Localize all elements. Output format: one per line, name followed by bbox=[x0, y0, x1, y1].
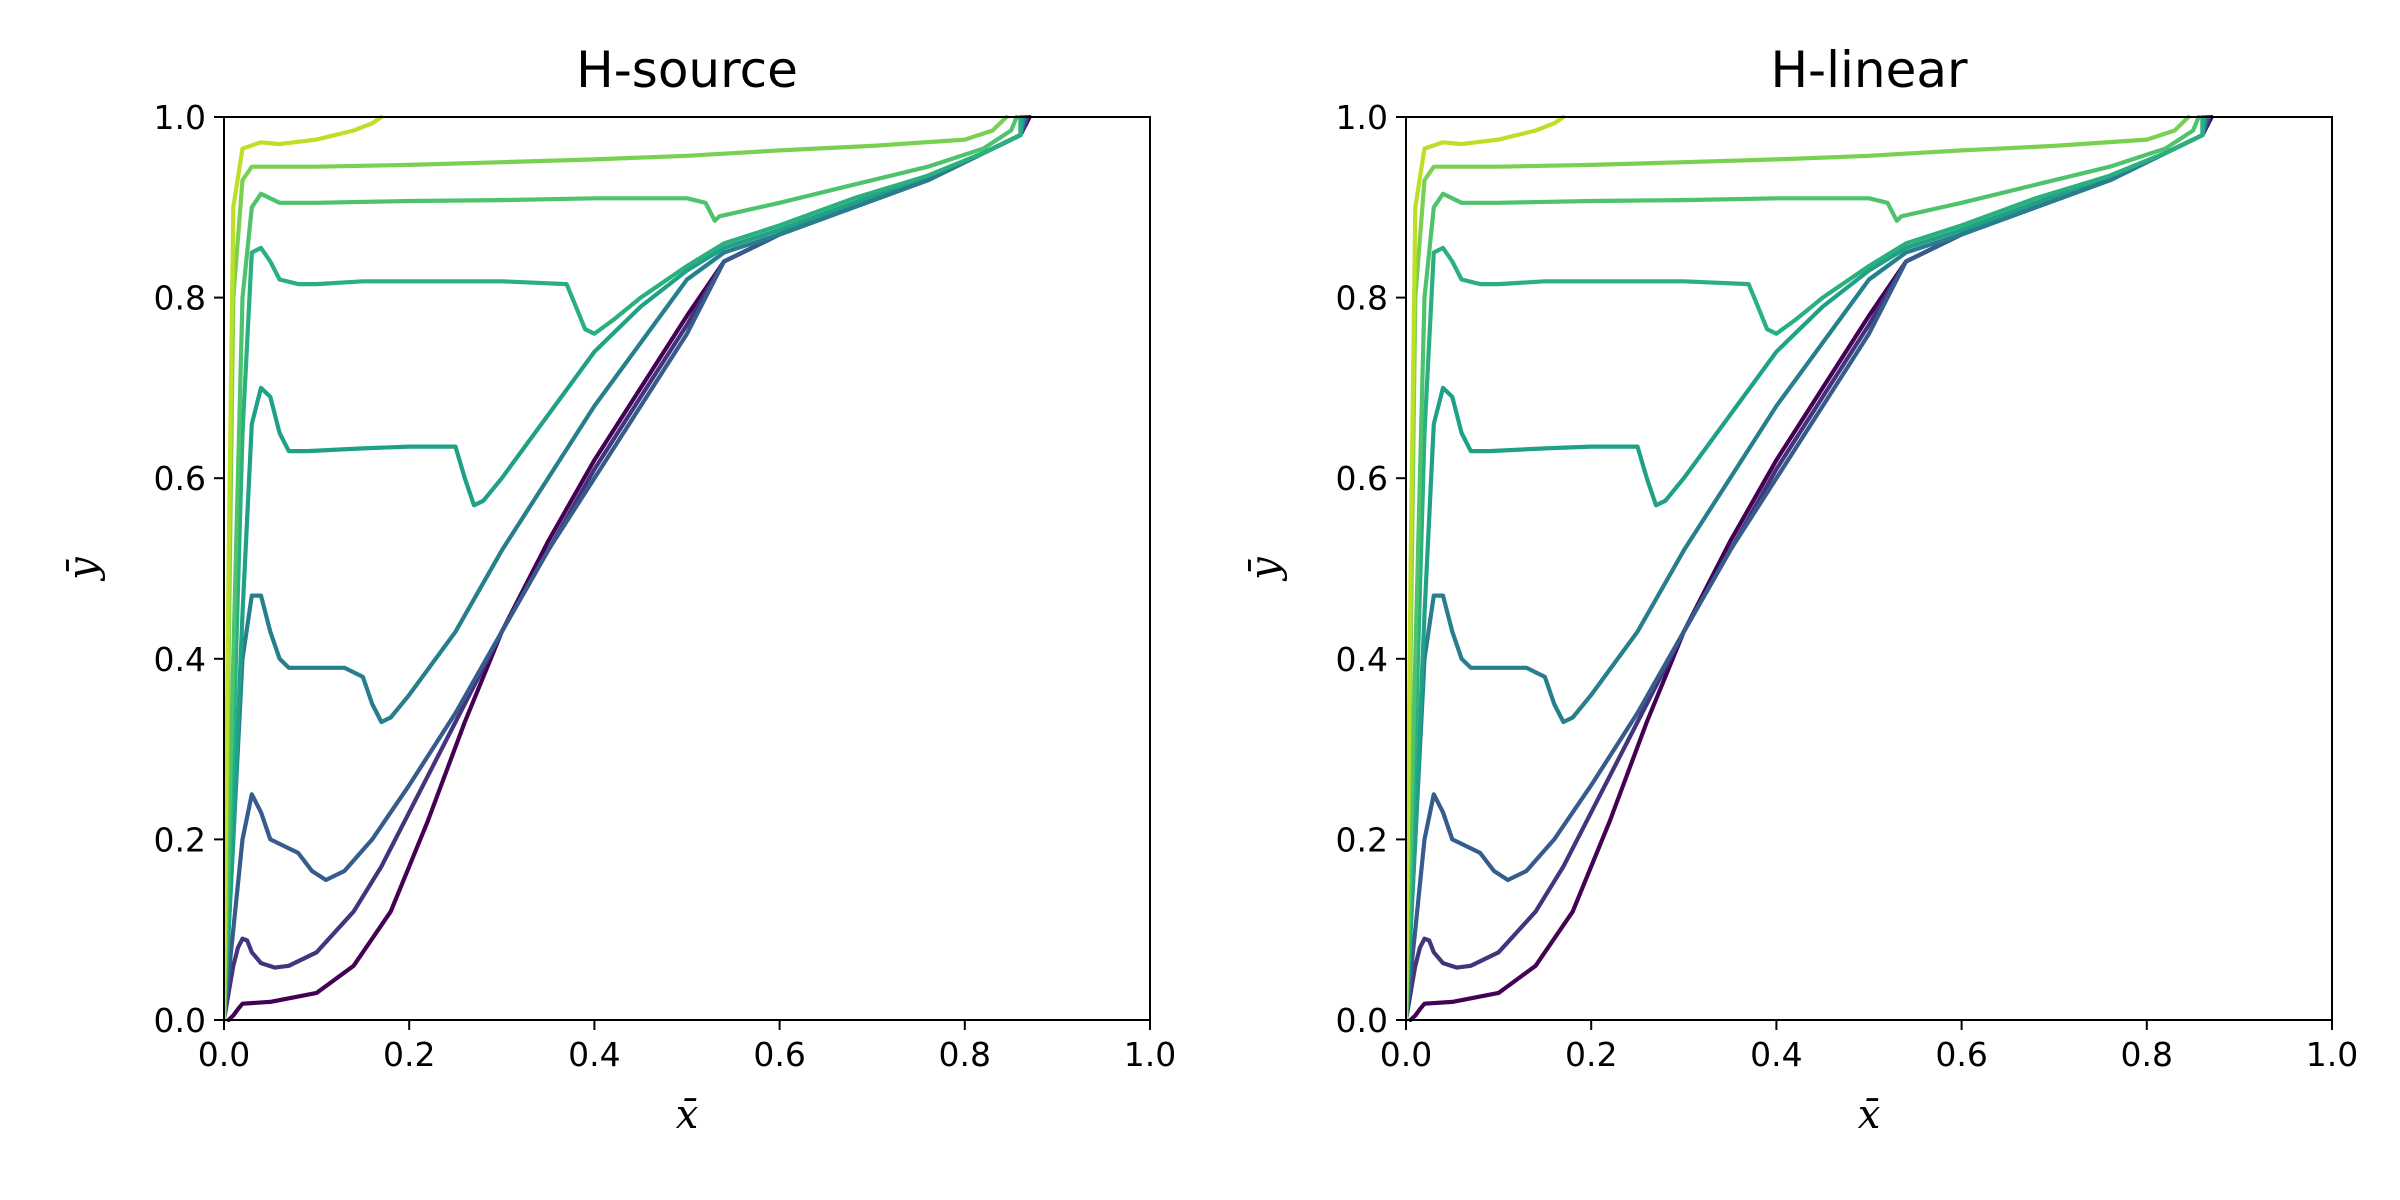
x-tick-label: 0.2 bbox=[1565, 1035, 1617, 1074]
y-tick-label: 0.2 bbox=[154, 820, 206, 859]
y-tick-label: 0.6 bbox=[1336, 459, 1388, 498]
y-tick-label: 0.4 bbox=[154, 640, 206, 679]
x-tick-label: 1.0 bbox=[2306, 1035, 2358, 1074]
series-line-3 bbox=[1406, 115, 2210, 1022]
x-tick-label: 0.6 bbox=[753, 1035, 805, 1074]
series-line-5 bbox=[224, 115, 1025, 1022]
x-tick-label: 1.0 bbox=[1124, 1035, 1176, 1074]
y-tick-label: 0.8 bbox=[154, 279, 206, 318]
series-line-9 bbox=[1406, 115, 1566, 1022]
series-layer bbox=[1406, 115, 2214, 1022]
series-line-6 bbox=[1406, 115, 2205, 1022]
y-tick-label: 0.0 bbox=[1336, 1001, 1388, 1040]
y-ticks: 0.0 0.2 0.4 0.6 0.8 1.0 bbox=[154, 98, 224, 1040]
x-axis-label: x̄ bbox=[1858, 1092, 1881, 1138]
y-axis-label: ȳ bbox=[1242, 556, 1288, 582]
y-tick-label: 1.0 bbox=[1336, 98, 1388, 137]
y-tick-label: 0.2 bbox=[1336, 820, 1388, 859]
series-line-8 bbox=[1406, 115, 2191, 1022]
axes-frame bbox=[1405, 116, 2333, 1021]
y-axis-label: ȳ bbox=[60, 556, 106, 582]
series-layer bbox=[224, 115, 1032, 1022]
series-line-7 bbox=[224, 115, 1019, 1022]
series-line-2 bbox=[1406, 115, 2212, 1022]
subplot-h-source: H-source 0.0 0.2 0.4 0.6 0.8 1.0 0.0 0.2 0.4 0.6… bbox=[60, 41, 1176, 1138]
y-ticks: 0.0 0.2 0.4 0.6 0.8 1.0 bbox=[1336, 98, 1406, 1040]
subplot-h-linear: H-linear 0.0 0.2 0.4 0.6 0.8 1.0 0.0 0.2 0.4 0.6… bbox=[1242, 41, 2358, 1138]
y-tick-label: 1.0 bbox=[154, 98, 206, 137]
series-line-3 bbox=[224, 115, 1028, 1022]
y-tick-label: 0.0 bbox=[154, 1001, 206, 1040]
series-line-4 bbox=[1406, 115, 2209, 1022]
subplot-title: H-source bbox=[576, 41, 798, 99]
series-line-4 bbox=[224, 115, 1027, 1022]
y-tick-label: 0.4 bbox=[1336, 640, 1388, 679]
series-line-1 bbox=[1408, 115, 2214, 1022]
series-line-1 bbox=[226, 115, 1032, 1022]
series-line-5 bbox=[1406, 115, 2207, 1022]
series-line-2 bbox=[224, 115, 1030, 1022]
axes-frame bbox=[223, 116, 1151, 1021]
x-ticks: 0.0 0.2 0.4 0.6 0.8 1.0 bbox=[198, 1020, 1176, 1074]
series-line-6 bbox=[224, 115, 1023, 1022]
x-ticks: 0.0 0.2 0.4 0.6 0.8 1.0 bbox=[1380, 1020, 2358, 1074]
x-tick-label: 0.4 bbox=[1750, 1035, 1802, 1074]
subplot-title: H-linear bbox=[1770, 41, 1968, 99]
x-tick-label: 0.4 bbox=[568, 1035, 620, 1074]
x-tick-label: 0.8 bbox=[939, 1035, 991, 1074]
series-line-7 bbox=[1406, 115, 2201, 1022]
x-tick-label: 0.0 bbox=[198, 1035, 250, 1074]
x-tick-label: 0.6 bbox=[1935, 1035, 1987, 1074]
series-line-8 bbox=[224, 115, 1009, 1022]
x-tick-label: 0.0 bbox=[1380, 1035, 1432, 1074]
x-axis-label: x̄ bbox=[676, 1092, 699, 1138]
y-tick-label: 0.8 bbox=[1336, 279, 1388, 318]
y-tick-label: 0.6 bbox=[154, 459, 206, 498]
x-tick-label: 0.8 bbox=[2121, 1035, 2173, 1074]
series-line-9 bbox=[224, 115, 384, 1022]
x-tick-label: 0.2 bbox=[383, 1035, 435, 1074]
